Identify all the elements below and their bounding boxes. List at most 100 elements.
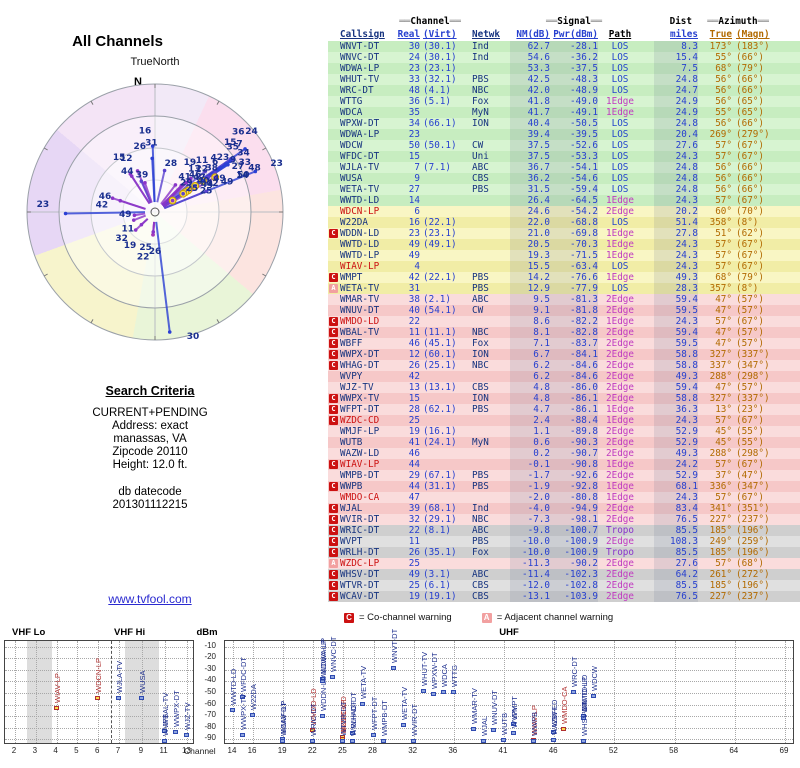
cell-pwr: -86.0 <box>550 382 598 393</box>
cell-netwk: CBS <box>472 173 489 184</box>
cell-netwk: CBS <box>472 591 489 602</box>
cell-true: 55° <box>715 107 732 118</box>
cell-magn: (347°) <box>736 360 770 371</box>
cell-nm: 42.0 <box>510 85 550 96</box>
warning-flag-box <box>329 218 338 227</box>
cell-real: 11 <box>408 327 420 338</box>
cell-pwr: -88.4 <box>550 415 598 426</box>
cell-pwr: -81.8 <box>550 305 598 316</box>
radar-station-marker <box>131 218 136 222</box>
radar-station-marker <box>243 147 247 151</box>
station-marker <box>250 712 256 717</box>
true-north-label: TrueNorth <box>130 56 180 68</box>
col-header-nm: NM(dB) <box>516 29 550 40</box>
radar-channel-label: 30 <box>187 332 200 342</box>
cell-netwk: ABC <box>472 569 489 580</box>
grid-line <box>35 641 37 743</box>
table-row: C WRLH-DT 26 (35.1) Fox -10.0 -100.9 Tro… <box>328 547 800 558</box>
cell-true: 45° <box>715 426 732 437</box>
cell-pwr: -83.7 <box>550 338 598 349</box>
cell-flag <box>328 382 340 393</box>
radar-spoke <box>156 170 166 203</box>
cell-callsign: WHUT-TV <box>340 74 380 85</box>
radar-station-marker <box>204 189 209 194</box>
cell-real: 19 <box>408 426 420 437</box>
cell-magn: (66°) <box>736 74 764 85</box>
cell-path: 2Edge <box>606 536 634 547</box>
cell-path: 2Edge <box>606 448 634 459</box>
cell-flag: C <box>328 514 340 525</box>
station-marker <box>591 694 597 698</box>
warning-flag-box <box>329 108 338 117</box>
cell-pwr: -86.1 <box>550 393 598 404</box>
table-row: WJZ-TV 13 (13.1) CBS 4.8 -86.0 2Edge 59.… <box>328 382 800 393</box>
table-row: WDWA-LP 23 39.4 -39.5 LOS 20.4 269° (279… <box>328 129 800 140</box>
cell-virt: (62.1) <box>423 404 457 415</box>
grid-line <box>554 641 556 743</box>
warning-flag-box: C <box>329 317 338 326</box>
cell-miles: 24.3 <box>654 151 698 162</box>
station-marker <box>390 665 396 670</box>
warning-flag-box <box>329 163 338 172</box>
cell-pwr: -82.2 <box>550 316 598 327</box>
cell-pwr: -50.5 <box>550 118 598 129</box>
warning-flag-box: C <box>329 229 338 238</box>
grid-line <box>225 739 793 741</box>
grid-line <box>225 716 793 718</box>
cell-path: 2Edge <box>606 305 634 316</box>
cell-true: 57° <box>715 140 732 151</box>
cell-nm: 19.3 <box>510 250 550 261</box>
radar-channel-label: 34 <box>237 148 250 158</box>
left-panel: All Channels TrueNorth N 30 24 23 33 48 36 35 3… <box>0 0 328 610</box>
radar-spoke <box>144 182 153 203</box>
cell-flag <box>328 107 340 118</box>
cell-callsign: WIAV-LP <box>340 261 380 272</box>
station-marker <box>138 696 144 701</box>
warning-flag-box: A <box>329 559 338 568</box>
channel-table: ══Channel══ ══Signal══ Dist ══Azimuth══ … <box>328 16 800 602</box>
grid-line <box>343 641 345 743</box>
channel-tick: 5 <box>74 746 79 755</box>
cell-flag <box>328 206 340 217</box>
cell-pwr: -36.2 <box>550 52 598 63</box>
cell-true: 288° <box>709 448 732 459</box>
cell-true: 227° <box>709 591 732 602</box>
radar-spoke <box>134 212 146 217</box>
cell-true: 57° <box>715 261 732 272</box>
table-row: WWTD-LD 14 26.4 -64.5 1Edge 24.3 57° (67… <box>328 195 800 206</box>
cell-flag <box>328 239 340 250</box>
cell-true: 60° <box>715 206 732 217</box>
cell-virt: (7.1) <box>423 162 451 173</box>
cell-miles: 24.3 <box>654 492 698 503</box>
cell-miles: 24.3 <box>654 261 698 272</box>
tvfool-link[interactable]: www.tvfool.com <box>108 592 192 606</box>
station-marker <box>53 706 59 711</box>
channel-tick: 41 <box>498 746 508 755</box>
cell-path: 2Edge <box>606 569 634 580</box>
warning-flag-box: C <box>329 504 338 513</box>
cell-miles: 59.5 <box>654 338 698 349</box>
db-datecode-label: db datecode <box>118 486 182 498</box>
radar-channel-label: 48 <box>248 164 261 174</box>
radar-channel-label: 22 <box>137 252 150 262</box>
cell-miles: 20.2 <box>654 206 698 217</box>
cell-pwr: -102.3 <box>550 569 598 580</box>
station-marker <box>310 739 316 743</box>
cell-virt: (29.1) <box>423 514 457 525</box>
cell-pwr: -90.8 <box>550 459 598 470</box>
cell-pwr: -98.1 <box>550 514 598 525</box>
grid-line <box>734 641 736 743</box>
radar-channel-label: 49 <box>213 174 226 184</box>
radar-station-marker <box>151 230 156 234</box>
cell-pwr: -49.0 <box>550 96 598 107</box>
table-row: C WMPT 42 (22.1) PBS 14.2 -76.6 1Edge 49… <box>328 272 800 283</box>
cell-netwk <box>472 316 506 327</box>
cell-magn: (65°) <box>736 107 764 118</box>
cell-virt <box>420 371 464 382</box>
radar-spoke <box>140 180 152 204</box>
cell-nm: 15.5 <box>510 261 550 272</box>
cell-real: 24 <box>408 52 420 63</box>
station-chart-label: WNVT-DT <box>389 628 399 663</box>
cell-path: Tropo <box>606 547 634 558</box>
col-header-virt: (Virt) <box>423 29 457 40</box>
